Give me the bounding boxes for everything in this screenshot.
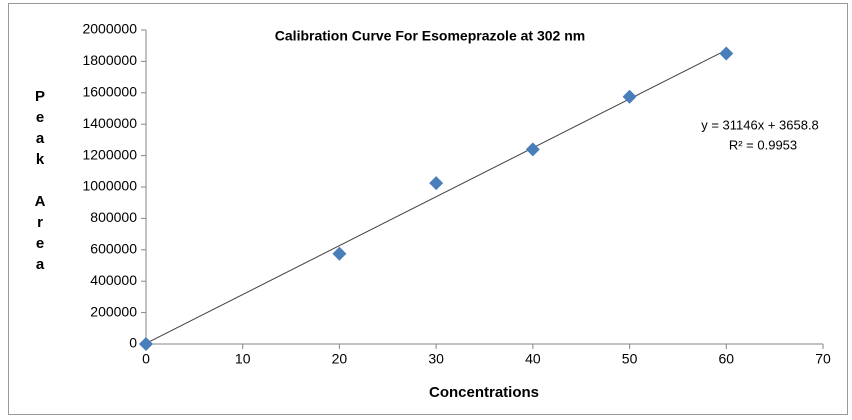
y-tick-label: 600000: [90, 241, 137, 257]
y-tick-label: 1800000: [82, 52, 137, 68]
y-tick-label: 1000000: [82, 178, 137, 194]
y-tick-label: 1200000: [82, 146, 137, 162]
data-point: [139, 337, 153, 351]
x-tick-label: 40: [525, 351, 541, 367]
x-tick-label: 60: [718, 351, 734, 367]
data-point: [332, 246, 347, 261]
y-tick-label: 200000: [90, 303, 137, 319]
trendline-equation: y = 31146x + 3658.8: [701, 117, 819, 132]
y-tick-label: 1400000: [82, 115, 137, 131]
data-point: [525, 142, 540, 157]
x-tick-label: 50: [622, 351, 638, 367]
y-tick-label: 1600000: [82, 84, 137, 100]
y-axis-title: Peak Area: [32, 88, 49, 277]
y-tick-label: 2000000: [82, 21, 137, 37]
trendline-r2: R² = 0.9953: [729, 137, 797, 152]
y-tick-label: 400000: [90, 272, 137, 288]
x-tick-label: 30: [428, 351, 444, 367]
chart-title: Calibration Curve For Esomeprazole at 30…: [275, 28, 585, 44]
data-point: [622, 89, 637, 104]
x-tick-label: 70: [815, 351, 831, 367]
data-point: [719, 46, 734, 61]
x-tick-label: 0: [142, 351, 150, 367]
x-tick-label: 10: [235, 351, 251, 367]
x-tick-label: 20: [332, 351, 348, 367]
data-point: [429, 176, 444, 191]
x-axis-title: Concentrations: [429, 384, 539, 401]
y-tick-label: 800000: [90, 209, 137, 225]
y-tick-label: 0: [129, 335, 137, 351]
